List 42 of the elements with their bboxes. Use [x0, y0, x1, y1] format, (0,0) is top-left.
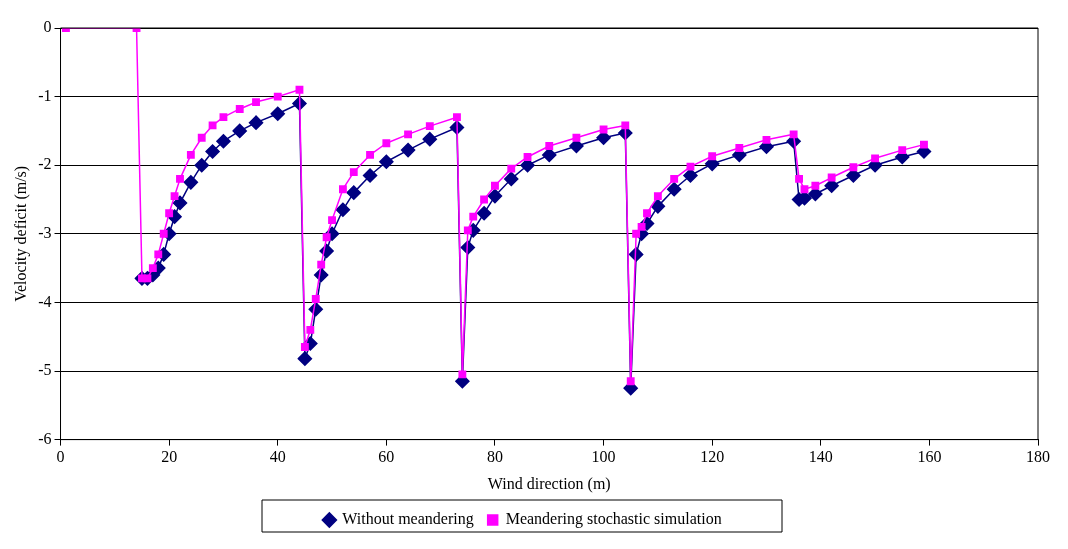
point — [194, 157, 209, 173]
x-tick-label: 120 — [700, 448, 725, 466]
y-tick-label: -1 — [38, 86, 52, 104]
x-axis-title: Wind direction (m) — [487, 474, 611, 493]
x-tick-label: 180 — [1026, 448, 1050, 466]
x-tick-label: 100 — [591, 448, 616, 466]
point — [362, 168, 378, 183]
point — [476, 205, 492, 221]
point — [422, 131, 438, 147]
point — [270, 106, 285, 121]
point — [487, 188, 503, 204]
y-tick-label: -2 — [38, 155, 52, 173]
y-axis-title: Velocity deficit (m/s) — [11, 165, 30, 302]
x-tick-label: 40 — [269, 448, 286, 466]
x-tick-label: 80 — [486, 448, 503, 466]
y-tick-label: -5 — [38, 361, 52, 379]
point — [216, 133, 231, 149]
legend-label: Without meandering — [342, 510, 474, 529]
point — [666, 181, 682, 197]
y-tick-label: -3 — [38, 224, 52, 241]
x-tick-label: 20 — [161, 448, 178, 466]
legend-label: Meandering stochastic simulation — [505, 510, 722, 529]
point — [205, 144, 220, 159]
x-tick-label: 140 — [808, 448, 833, 466]
point — [183, 175, 199, 190]
y-tick-label: -4 — [38, 292, 52, 310]
x-tick-label: 160 — [917, 448, 942, 466]
y-tick-label: 0 — [43, 18, 52, 36]
point — [232, 123, 247, 139]
x-tick-label: 60 — [378, 448, 395, 466]
point — [346, 185, 362, 200]
point — [248, 115, 264, 130]
point — [504, 171, 519, 187]
point — [379, 154, 394, 170]
y-tick-label: -6 — [38, 429, 52, 447]
point — [335, 202, 351, 218]
point — [172, 195, 188, 211]
x-tick-label: 0 — [56, 448, 65, 466]
point — [400, 142, 416, 158]
point — [297, 351, 313, 366]
point — [683, 168, 698, 183]
point — [650, 199, 666, 214]
